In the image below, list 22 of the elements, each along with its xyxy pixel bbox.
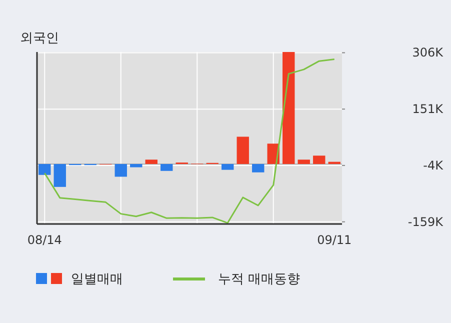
bar xyxy=(282,52,295,164)
chart-title: 외국인 xyxy=(20,31,59,46)
bar xyxy=(298,160,310,164)
bar xyxy=(222,164,234,170)
y-tick-label: -4K xyxy=(423,158,444,172)
bar xyxy=(252,164,264,172)
x-tick-label: 09/11 xyxy=(317,233,352,247)
y-tick-label: 151K xyxy=(412,102,444,116)
bar xyxy=(313,156,326,164)
y-tick-label: 306K xyxy=(412,46,444,60)
line-series xyxy=(44,58,336,224)
bar xyxy=(236,136,249,164)
bar xyxy=(160,164,173,171)
x-tick-label: 08/14 xyxy=(27,233,62,247)
bar xyxy=(54,164,66,187)
bar xyxy=(114,164,127,177)
legend-label: 누적 매매동향 xyxy=(218,272,300,287)
y-tick-label: -159K xyxy=(408,214,444,229)
bar xyxy=(38,164,51,175)
bar xyxy=(145,160,158,164)
bar xyxy=(130,164,142,168)
legend-label: 일별매매 xyxy=(71,272,123,287)
